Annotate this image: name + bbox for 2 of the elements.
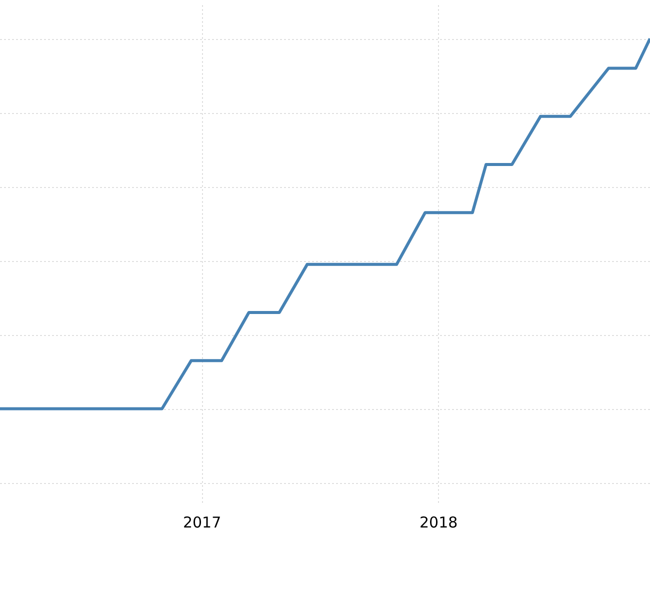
x-tick-label: 2018 bbox=[419, 514, 458, 532]
x-tick-label: 2017 bbox=[182, 514, 222, 532]
